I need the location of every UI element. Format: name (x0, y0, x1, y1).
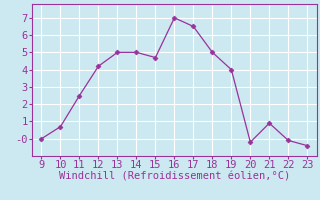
X-axis label: Windchill (Refroidissement éolien,°C): Windchill (Refroidissement éolien,°C) (59, 172, 290, 182)
